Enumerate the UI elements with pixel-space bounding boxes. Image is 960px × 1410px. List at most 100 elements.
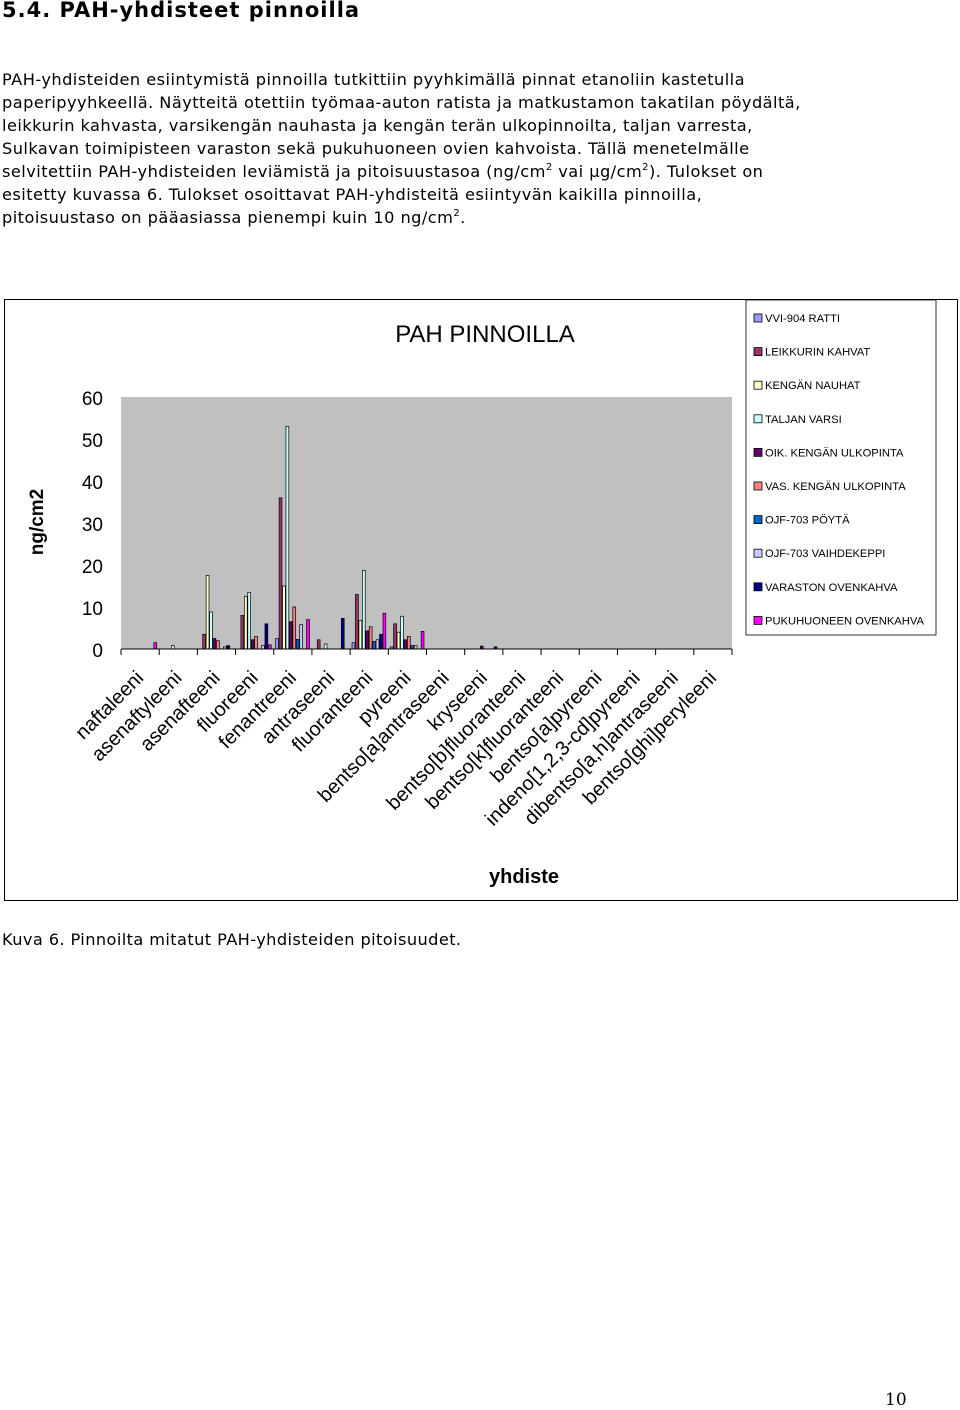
bar [275,638,279,650]
legend-label: VAS. KENGÄN ULKOPINTA [765,481,906,493]
paragraph-line: leikkurin kahvasta, varsikengän nauhasta… [2,116,753,135]
legend-label: LEIKKURIN KAHVAT [765,347,870,359]
bar [306,619,310,650]
legend: VVI-904 RATTI LEIKKURIN KAHVAT KENGÄN NAUH… [745,300,937,636]
bar [247,591,251,650]
y-tick-label: 0 [92,641,103,662]
legend-swatch [753,481,763,491]
bar [264,623,269,650]
bar [375,639,380,650]
paragraph-line: Sulkavan toimipisteen varaston sekä puku… [2,139,750,158]
bar [362,570,366,650]
bar [340,617,345,650]
paragraph-text: ). Tulokset on [648,162,764,181]
legend-swatch [753,380,763,390]
x-axis-label: yhdiste [489,866,559,888]
bar [379,633,383,650]
y-tick-label: 60 [82,389,103,410]
y-tick-label: 20 [82,557,103,578]
legend-swatch [753,414,763,424]
section-heading: 5.4. PAH-yhdisteet pinnoilla [2,0,361,22]
bar [368,626,373,650]
page-number: 10 [885,1390,907,1410]
bar [413,645,418,650]
paragraph-line: pitoisuustaso on pääasiassa pienempi kui… [2,206,952,229]
legend-label: OJF-703 PÖYTÄ [765,515,850,527]
superscript: 2 [642,162,649,173]
pah-bar-chart: PAH PINNOILLA ng/cm2 yhdiste 0 10 20 30 40 50… [27,300,937,888]
bar [240,615,245,650]
bar [351,642,356,650]
bar [268,644,272,650]
paragraph-line: esitetty kuvassa 6. Tulokset osoittavat … [2,185,703,204]
legend-swatch [753,515,763,525]
bar [171,645,175,650]
legend-swatch [753,582,763,592]
plot-area: 0102030405060naftaleeniasenaftyleeniasen… [71,389,733,830]
bar [254,636,258,650]
y-tick-label: 10 [82,599,103,620]
y-tick-label: 30 [82,515,103,536]
bar [393,623,397,650]
body-paragraph: PAH-yhdisteiden esiintymistä pinnoilla t… [2,68,952,229]
legend-label: OJF-703 VAIHDEKEPPI [765,548,885,560]
bar [216,640,220,650]
paragraph-text: . [460,208,466,227]
bar [289,621,293,650]
paragraph-line: PAH-yhdisteiden esiintymistä pinnoilla t… [2,70,745,89]
legend-label: VARASTON OVENKAHVA [765,582,898,594]
legend-swatch [753,615,763,625]
chart-title: PAH PINNOILLA [395,321,575,348]
paragraph-line: selvitettiin PAH-yhdisteiden leviämistä … [2,160,952,183]
plot-background [121,397,732,649]
y-tick-label: 50 [82,431,103,452]
bar [420,631,425,650]
bar [316,639,321,650]
superscript: 2 [545,162,553,173]
bar [323,643,328,650]
paragraph-text: pitoisuustaso on pääasiassa pienempi kui… [2,208,454,227]
legend-label: PUKUHUONEEN OVENKAHVA [765,615,924,627]
legend-box [745,300,937,636]
bar [250,639,255,650]
legend-swatch [753,548,763,558]
y-tick-label: 40 [82,473,103,494]
legend-label: KENGÄN NAUHAT [765,380,861,392]
paragraph-text: vai µg/cm [552,162,643,181]
bar [365,630,369,650]
bar [202,633,206,650]
bar [282,585,286,650]
bar [410,645,415,650]
legend-swatch [753,447,763,457]
bar [295,638,300,650]
bar [407,636,411,650]
bar [358,620,363,650]
bar [382,612,387,650]
bar [244,596,248,650]
paragraph-line: paperipyyhkeellä. Näytteitä otettiin työ… [2,93,801,112]
bar [226,645,230,650]
paragraph-text: selvitettiin PAH-yhdisteiden leviämistä … [2,162,546,181]
y-axis-label: ng/cm2 [27,489,48,556]
legend-label: TALJAN VARSI [765,414,842,426]
bar [400,615,404,650]
legend-swatch [753,313,763,323]
bar [372,641,376,650]
bar [278,497,283,650]
bar [355,594,359,650]
superscript: 2 [453,208,461,219]
bar [209,611,213,650]
chart-frame: PAH PINNOILLA ng/cm2 yhdiste 0 10 20 30 40 50… [4,299,958,901]
bar [205,575,210,650]
bar [285,426,290,650]
legend-label: OIK. KENGÄN ULKOPINTA [765,447,904,459]
legend-swatch [753,347,763,356]
bar [212,638,217,650]
bar [299,624,303,650]
legend-label: VVI-904 RATTI [765,313,840,325]
bar [261,645,265,650]
figure-caption: Kuva 6. Pinnoilta mitatut PAH-yhdisteide… [2,930,462,949]
bar [153,642,158,650]
bar [403,639,408,650]
bar [396,631,401,650]
